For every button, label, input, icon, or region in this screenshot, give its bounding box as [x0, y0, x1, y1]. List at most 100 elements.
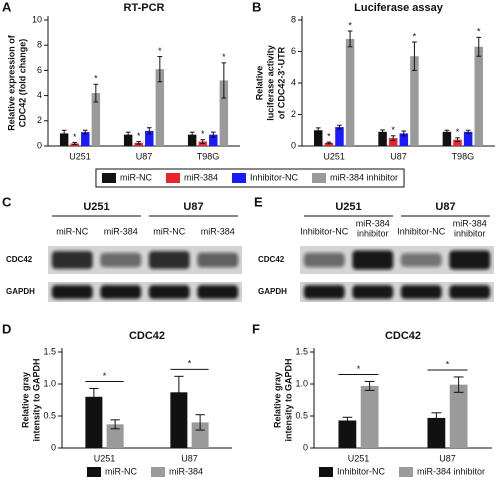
- panel-letter: E: [254, 194, 263, 209]
- legend-swatch: [312, 173, 326, 183]
- significance-mark: *: [73, 132, 77, 142]
- chart-title: CDC42: [385, 330, 421, 342]
- x-tick-label: U87: [136, 151, 153, 161]
- bar: [378, 131, 387, 146]
- error-bar: [342, 416, 353, 425]
- lane-label: miR-384: [453, 218, 487, 228]
- y-tick-label: 1.5: [295, 346, 308, 356]
- bar: [449, 384, 468, 448]
- y-tick-label: 10: [32, 14, 42, 24]
- error-bar: [125, 131, 131, 138]
- error-bar: [390, 135, 396, 141]
- group-label: U87: [183, 201, 203, 213]
- legend-label: miR-384 inhibitor: [417, 466, 485, 476]
- significance-mark: *: [188, 359, 192, 369]
- y-tick-label: 6: [37, 65, 42, 75]
- bar: [209, 134, 218, 146]
- legend: miR-NC miR-384: [86, 466, 203, 477]
- bar: [453, 139, 462, 146]
- blot-band: [148, 285, 190, 299]
- error-bar: [89, 387, 99, 406]
- bar: [81, 132, 90, 146]
- y-axis-label: Relative gray: [20, 372, 30, 428]
- group-label: U87: [435, 201, 455, 213]
- significance-mark: *: [477, 27, 481, 37]
- significance-mark: *: [103, 371, 107, 381]
- error-bar: [465, 129, 471, 134]
- y-axis-label: intensity to GAPDH: [283, 358, 293, 441]
- bar: [155, 69, 165, 146]
- x-tick-label: T98G: [452, 151, 475, 161]
- bar: [170, 392, 188, 448]
- significance-mark: *: [222, 52, 226, 62]
- error-bar: [93, 83, 99, 103]
- x-tick-label: U251: [323, 151, 345, 161]
- blot-background: [48, 282, 242, 302]
- row-label: GAPDH: [6, 287, 35, 296]
- y-tick-label: 0: [291, 140, 296, 150]
- lane-label: miR-384: [356, 218, 390, 228]
- significance-mark: *: [413, 31, 417, 41]
- lane-label: miR-NC: [56, 226, 88, 236]
- x-tick-label: U251: [348, 453, 370, 463]
- significance-mark: *: [327, 131, 331, 141]
- error-bar: [174, 375, 184, 409]
- significance-mark: *: [348, 20, 352, 30]
- y-axis-label: intensity to GAPDH: [31, 358, 41, 441]
- lane-label: inhibitor: [357, 228, 389, 238]
- legend-label: miR-384: [184, 172, 218, 182]
- blot-band: [100, 252, 142, 268]
- error-bar: [412, 41, 417, 71]
- group-label: U251: [83, 201, 109, 213]
- blot-band: [197, 285, 239, 299]
- bar: [313, 130, 323, 146]
- legend: Inhibitor-NC miR-384 inhibitor: [318, 466, 485, 477]
- legend-label: Inhibitor-NC: [337, 466, 386, 476]
- bar: [463, 131, 473, 146]
- error-bar: [146, 127, 152, 135]
- legend-swatch: [165, 173, 180, 183]
- error-bar: [453, 376, 464, 393]
- blot-band: [100, 285, 142, 299]
- lane-label: inhibitor: [454, 228, 486, 238]
- significance-mark: *: [137, 131, 141, 141]
- error-bar: [364, 380, 375, 391]
- error-bar: [315, 127, 321, 134]
- bar: [338, 420, 357, 448]
- blot-band: [148, 251, 190, 269]
- error-bar: [195, 414, 205, 431]
- blot-band: [197, 252, 239, 268]
- y-tick-label: 0.5: [295, 410, 308, 420]
- error-bar: [189, 131, 195, 138]
- bar: [59, 133, 69, 146]
- x-tick-label: U251: [69, 151, 91, 161]
- y-tick-label: 0.5: [43, 410, 56, 420]
- y-axis-label: of CDC42-3′-UTR: [276, 46, 286, 119]
- y-axis-label: CDC42 (fold change): [17, 39, 27, 128]
- blot-band: [352, 285, 394, 299]
- row-label: CDC42: [258, 255, 285, 264]
- blot-band: [400, 253, 442, 267]
- panel-letter: A: [2, 0, 12, 14]
- error-bar: [221, 62, 227, 99]
- error-bar: [401, 130, 407, 137]
- error-bar: [72, 141, 78, 145]
- y-axis-label: Relative: [254, 66, 264, 101]
- y-axis-label: Relative gray: [272, 372, 282, 428]
- y-tick-label: 2: [291, 109, 296, 119]
- y-tick-label: 2: [37, 115, 42, 125]
- y-tick-label: 1.5: [43, 346, 56, 356]
- legend-label: miR-384 inhibitor: [330, 172, 398, 182]
- legend-swatch: [231, 173, 246, 183]
- error-bar: [200, 139, 206, 144]
- row-label: GAPDH: [258, 287, 287, 296]
- chart-title: Luciferase assay: [354, 2, 444, 14]
- error-bar: [380, 129, 385, 135]
- bar: [219, 80, 229, 146]
- significance-mark: *: [391, 125, 395, 135]
- legend-swatch: [101, 173, 116, 183]
- y-tick-label: 1.0: [295, 378, 308, 388]
- y-tick-label: 0: [303, 442, 308, 452]
- significance-mark: *: [456, 127, 460, 137]
